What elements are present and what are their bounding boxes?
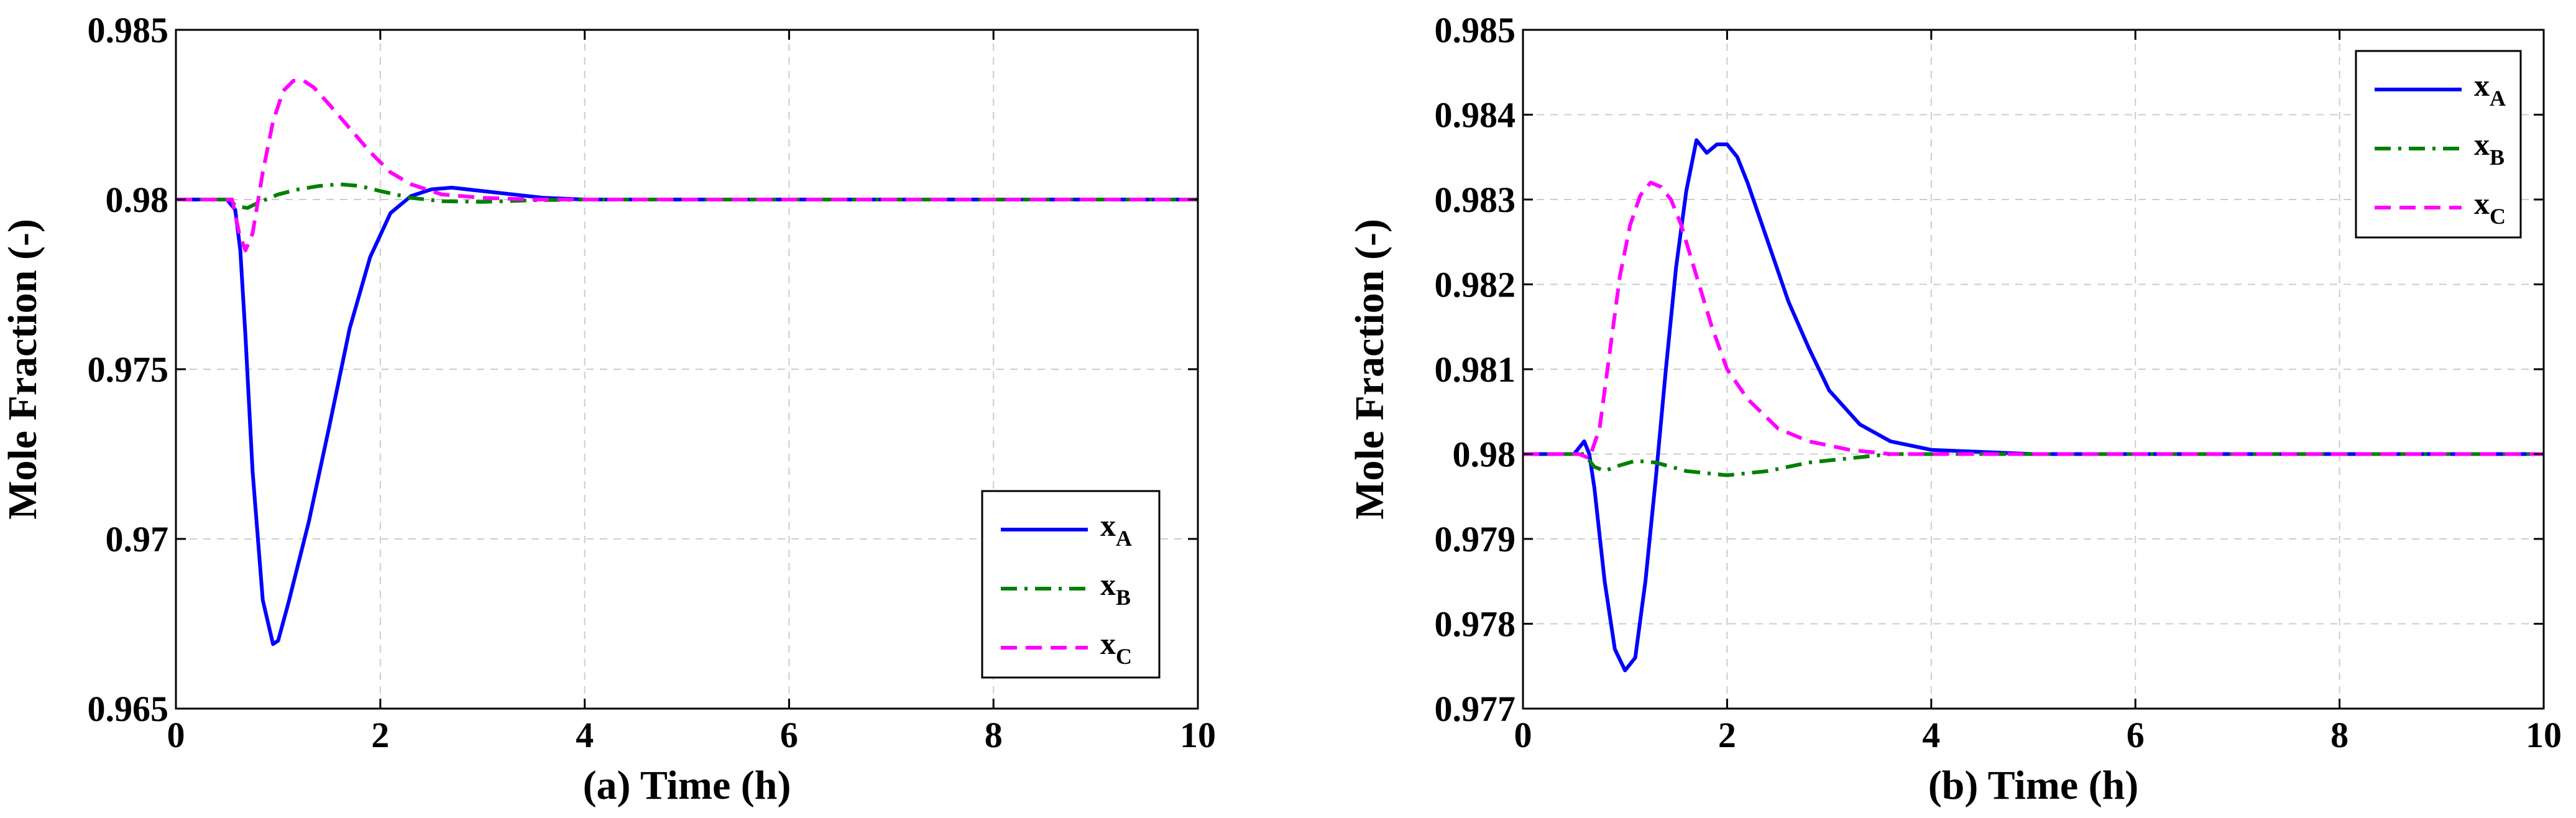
y-tick-label: 0.965: [88, 689, 169, 729]
x-tick-label: 0: [1514, 715, 1532, 755]
legend-label-xc: xC: [1100, 626, 1132, 669]
y-tick-label: 0.985: [88, 10, 169, 50]
chart-panel-1: 0 2 4 6 8 10 0.965 0.97 0.975 0.98 0.985 (a) Time (…: [0, 10, 1216, 808]
x-tick-label: 8: [985, 715, 1003, 755]
legend-label-xa: xA: [2474, 68, 2506, 111]
series-line-xb: [176, 182, 1198, 210]
x-tick-label: 0: [167, 715, 185, 755]
series-line-xa: [176, 185, 1198, 646]
legend-subscript: C: [2490, 204, 2506, 229]
y-tick-label: 0.98: [106, 180, 169, 220]
x-tick-label: 10: [2526, 715, 2562, 755]
legend-label-xb: xB: [1100, 567, 1131, 610]
legend-box: [981, 490, 1161, 679]
legend-subscript: C: [1116, 644, 1132, 669]
y-tick-label: 0.983: [1435, 180, 1516, 220]
y-axis-label: Mole Fraction (-): [0, 219, 45, 520]
y-tick-label: 0.97: [106, 519, 169, 559]
legend-symbol: x: [1100, 626, 1116, 661]
legend-label-xb: xB: [2474, 127, 2505, 170]
legend-subscript: A: [2490, 86, 2506, 111]
y-axis-label: Mole Fraction (-): [1347, 219, 1392, 520]
y-tick-label: 0.98: [1453, 434, 1516, 475]
x-tick-label: 8: [2330, 715, 2348, 755]
x-tick-label: 2: [371, 715, 389, 755]
legend-subscript: B: [2490, 145, 2505, 170]
series-line-xc: [176, 78, 1198, 252]
y-tick-label: 0.978: [1435, 604, 1516, 645]
x-tick-label: 6: [780, 715, 798, 755]
x-tick-label: 10: [1180, 715, 1216, 755]
x-axis-label: (a) Time (h): [583, 763, 791, 808]
y-tick-label: 0.975: [88, 349, 169, 390]
series-line-xa: [1523, 138, 2544, 673]
chart-panel-2: 0 2 4 6 8 10 0.977 0.978 0.979 0.98 0.981 0.982 0.98…: [1347, 10, 2562, 808]
legend-subscript: B: [1116, 585, 1131, 610]
series-line-xb: [1523, 452, 2544, 477]
y-tick-label: 0.985: [1435, 10, 1516, 50]
x-tick-label: 2: [1718, 715, 1736, 755]
y-tick-label: 0.981: [1435, 349, 1516, 390]
legend-subscript: A: [1116, 526, 1132, 551]
legend-symbol: x: [1100, 567, 1116, 602]
y-tick-label: 0.977: [1435, 689, 1516, 729]
series-line-xc: [1523, 180, 2544, 461]
y-tick-label: 0.984: [1435, 95, 1516, 136]
legend-symbol: x: [2474, 127, 2490, 162]
legend-label-xc: xC: [2474, 186, 2506, 229]
x-tick-label: 4: [576, 715, 594, 755]
legend-symbol: x: [2474, 186, 2490, 221]
y-tick-label: 0.982: [1435, 265, 1516, 305]
x-axis-label: (b) Time (h): [1928, 763, 2139, 808]
legend-label-xa: xA: [1100, 508, 1132, 551]
legend-symbol: x: [2474, 68, 2490, 103]
x-tick-label: 4: [1922, 715, 1940, 755]
y-tick-label: 0.979: [1435, 519, 1516, 559]
legend-symbol: x: [1100, 508, 1116, 543]
x-tick-label: 6: [2127, 715, 2145, 755]
